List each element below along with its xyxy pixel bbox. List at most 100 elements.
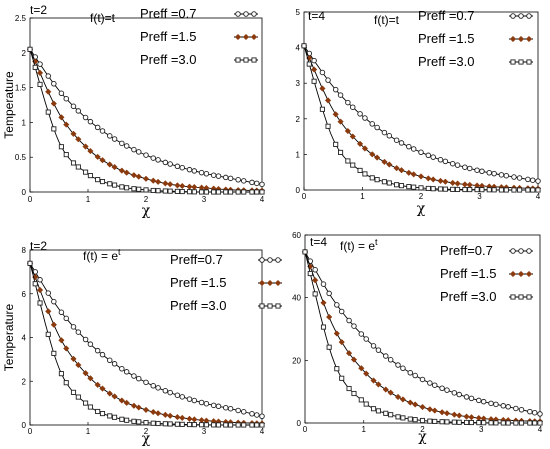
data-point (312, 291, 318, 297)
data-point (186, 421, 193, 428)
data-point (425, 185, 431, 191)
data-point (186, 189, 193, 195)
data-point (468, 419, 475, 426)
data-point (94, 347, 101, 354)
data-point (311, 57, 317, 64)
data-point (474, 167, 480, 173)
data-point (143, 420, 149, 426)
data-point (167, 412, 174, 419)
data-point (412, 372, 418, 379)
data-point (136, 419, 142, 425)
data-point (119, 140, 125, 147)
data-point (525, 176, 531, 183)
x-axis-label: χ (417, 201, 426, 217)
data-point (259, 189, 265, 195)
data-point (51, 350, 57, 356)
data-point (45, 331, 51, 337)
legend-swatch (234, 57, 258, 63)
data-point (249, 422, 255, 428)
data-point (211, 422, 217, 428)
data-point (27, 260, 33, 266)
data-point (382, 386, 389, 393)
data-point (338, 338, 345, 346)
data-point (51, 298, 57, 305)
data-point (530, 187, 536, 193)
data-point (381, 158, 388, 166)
legend-marker (526, 248, 532, 254)
data-point (235, 177, 241, 183)
data-point (332, 111, 339, 118)
data-point (198, 169, 205, 176)
y-tick-label: 20 (292, 356, 301, 365)
data-point (319, 106, 325, 112)
x-tick-label: 1 (360, 192, 365, 201)
legend-swatch (258, 303, 282, 309)
data-point (456, 412, 463, 419)
data-point (150, 155, 156, 161)
legend-marker (250, 33, 258, 41)
legend-swatch (234, 11, 258, 17)
legend-label: Preff =1.5 (140, 29, 197, 44)
data-point (393, 137, 400, 143)
legend-label: Preff =3.0 (440, 289, 497, 304)
series-line (29, 49, 263, 185)
data-point (118, 167, 125, 174)
legend-label: Preff =3.0 (418, 54, 475, 69)
data-point (203, 400, 210, 407)
y-tick-label: 0 (297, 419, 302, 428)
data-point (70, 324, 77, 330)
x-tick-label: 1 (86, 427, 91, 436)
data-point (136, 186, 142, 192)
time-annotation: t=2 (30, 239, 47, 253)
data-point (215, 189, 222, 195)
data-point (58, 309, 65, 316)
data-point (450, 186, 456, 192)
plot-frame (304, 234, 541, 424)
data-point (419, 376, 426, 383)
data-point (345, 158, 351, 164)
data-point (254, 180, 260, 187)
data-point (162, 421, 168, 427)
data-point (119, 366, 125, 372)
data-point (406, 184, 412, 190)
data-point (150, 187, 156, 194)
data-point (198, 417, 205, 424)
data-point (467, 165, 473, 172)
data-point (427, 418, 433, 424)
data-point (418, 185, 424, 191)
data-point (150, 177, 157, 184)
data-point (191, 183, 198, 191)
legend-swatch (509, 294, 533, 300)
series-markers (301, 43, 541, 184)
data-point (525, 187, 531, 193)
data-point (63, 95, 70, 102)
y-axis-label: Temperature (2, 71, 16, 139)
data-point (240, 178, 247, 184)
legend-marker (518, 248, 524, 254)
data-point (439, 385, 445, 392)
data-point (467, 187, 473, 193)
data-point (320, 324, 327, 330)
data-point (75, 394, 81, 400)
data-point (400, 415, 406, 421)
data-point (211, 189, 217, 195)
data-point (70, 389, 77, 395)
data-point (505, 404, 511, 410)
data-point (395, 414, 401, 420)
data-point (75, 164, 81, 170)
data-point (319, 85, 326, 92)
data-point (444, 419, 450, 425)
data-point (186, 415, 193, 423)
data-point (75, 108, 82, 114)
legend-marker (235, 11, 241, 17)
data-point (527, 408, 533, 415)
data-point (375, 408, 381, 414)
legend-marker (259, 303, 265, 309)
data-point (498, 187, 504, 193)
legend-marker (251, 57, 257, 63)
data-point (333, 330, 340, 337)
data-point (45, 290, 52, 296)
data-point (386, 133, 393, 139)
series-line (29, 263, 263, 424)
